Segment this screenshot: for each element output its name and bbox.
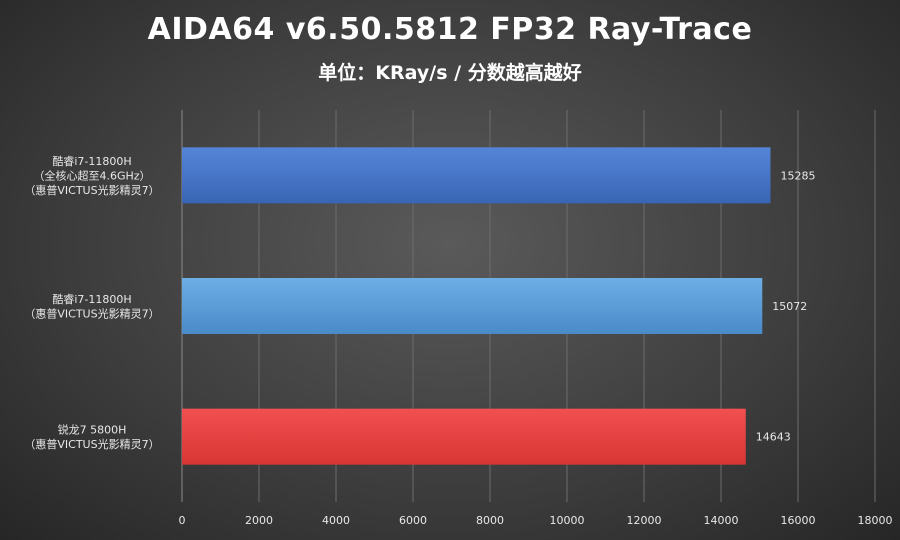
x-tick-label: 18000 [858, 514, 893, 527]
bar-2 [182, 408, 746, 465]
data-label: 15285 [780, 169, 815, 182]
labels: 0 2000 4000 6000 8000 10000 12000 14000 16000 180… [24, 154, 892, 527]
x-tick-label: 14000 [704, 514, 739, 527]
x-tick-label: 12000 [627, 514, 662, 527]
x-tick-label: 0 [179, 514, 186, 527]
category-label: 酷睿i7-11800H [52, 154, 131, 168]
x-tick-label: 16000 [781, 514, 816, 527]
category-label: （惠普VICTUS光影精灵7） [24, 306, 159, 320]
x-tick-label: 2000 [245, 514, 273, 527]
x-tick-label: 8000 [476, 514, 504, 527]
bars [182, 147, 771, 465]
chart-subtitle: 单位：KRay/s / 分数越高越好 [318, 62, 582, 84]
category-label: 酷睿i7-11800H [52, 292, 131, 306]
data-label: 14643 [756, 431, 791, 444]
x-tick-label: 6000 [399, 514, 427, 527]
category-label: （全核心超至4.6GHz） [33, 168, 150, 182]
x-tick-label: 4000 [322, 514, 350, 527]
data-label: 15072 [772, 300, 807, 313]
x-tick-label: 10000 [550, 514, 585, 527]
bar-1 [182, 278, 763, 334]
category-label: （惠普VICTUS光影精灵7） [24, 437, 159, 451]
chart-title: AIDA64 v6.50.5812 FP32 Ray-Trace [147, 12, 753, 47]
category-label: （惠普VICTUS光影精灵7） [24, 183, 159, 197]
bar-0 [182, 147, 771, 204]
category-label: 锐龙7 5800H [58, 422, 127, 436]
